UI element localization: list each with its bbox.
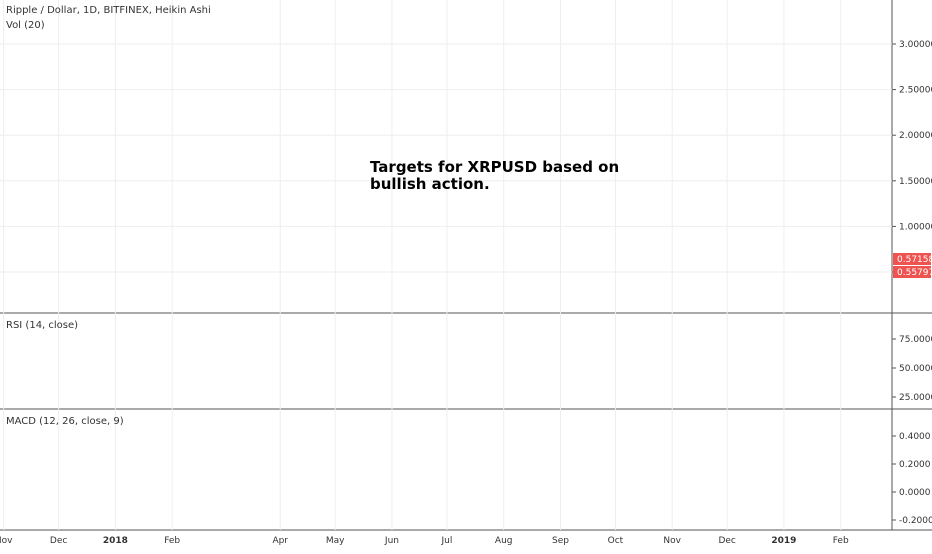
last-price-badge: 0.57158 [893,253,932,265]
macd-tick-label: -0.2000 [899,516,932,526]
macd-title[interactable]: MACD (12, 26, close, 9) [6,416,124,427]
x-tick-label: Feb [164,536,180,546]
macd-tick-label: 0.2000 [899,460,931,470]
price-tick-label: 2.00000 [899,131,932,141]
rsi-title[interactable]: RSI (14, close) [6,320,78,331]
macd-tick-label: 0.4000 [899,432,931,442]
price-tick-label: 1.00000 [899,222,932,232]
x-tick-label: Dec [718,536,735,546]
annotation-line-1[interactable]: Targets for XRPUSD based on [370,158,619,176]
x-tick-label: May [326,536,345,546]
close-price-badge: 0.55797 [893,266,932,278]
last-price-value: 0.57158 [897,255,932,265]
rsi-tick-label: 75.00000 [899,335,932,345]
close-price-value: 0.55797 [897,268,932,278]
macd-tick-label: 0.0000 [899,488,931,498]
x-tick-label: Apr [272,536,288,546]
x-tick-label: Aug [495,536,513,546]
price-tick-label: 3.00000 [899,40,932,50]
x-tick-label: 2019 [771,536,796,546]
x-tick-label: 2018 [103,536,128,546]
rsi-tick-label: 50.00000 [899,364,932,374]
x-tick-label: Nov [0,536,13,546]
x-tick-label: Nov [663,536,681,546]
rsi-tick-label: 25.00000 [899,393,932,403]
annotation-line-2[interactable]: bullish action. [370,175,490,193]
x-tick-label: Sep [552,536,569,546]
price-tick-label: 1.50000 [899,177,932,187]
symbol-title[interactable]: Ripple / Dollar, 1D, BITFINEX, Heikin As… [6,5,211,16]
volume-label[interactable]: Vol (20) [6,20,45,31]
price-tick-label: 2.50000 [899,86,932,96]
x-tick-label: Oct [608,536,624,546]
x-tick-label: Jul [440,536,452,546]
x-tick-label: Jun [384,536,399,546]
x-tick-label: Dec [50,536,67,546]
x-tick-label: Feb [833,536,849,546]
